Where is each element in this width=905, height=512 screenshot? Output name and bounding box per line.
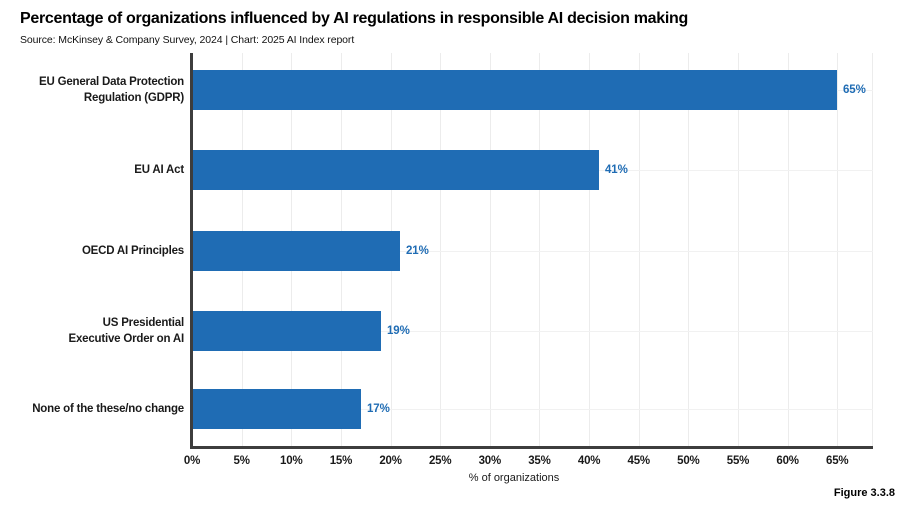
v-gridline bbox=[639, 53, 640, 448]
category-label-line: EU General Data Protection bbox=[39, 76, 184, 88]
bar-value-label: 21% bbox=[406, 245, 429, 257]
v-gridline bbox=[589, 53, 590, 448]
category-label: US Presidential Executive Order on AI bbox=[10, 315, 184, 347]
figure-label: Figure 3.3.8 bbox=[833, 487, 895, 499]
x-tick-label: 25% bbox=[428, 455, 452, 467]
category-label: OECD AI Principles bbox=[10, 243, 184, 259]
x-tick-label: 30% bbox=[478, 455, 502, 467]
x-axis-title: % of organizations bbox=[468, 472, 560, 484]
x-tick-label: 10% bbox=[280, 455, 303, 467]
v-gridline bbox=[788, 53, 789, 448]
bar-value-label: 65% bbox=[843, 84, 866, 96]
bar bbox=[192, 389, 361, 429]
bar bbox=[192, 311, 381, 351]
x-tick-label: 0% bbox=[183, 455, 201, 467]
category-label-line: OECD AI Principles bbox=[81, 245, 184, 257]
v-gridline bbox=[440, 53, 441, 448]
x-tick-label: 55% bbox=[726, 455, 750, 467]
bar bbox=[192, 150, 599, 190]
bar-value-label: 19% bbox=[387, 325, 410, 337]
x-tick-label: 35% bbox=[528, 455, 551, 467]
category-label: None of the these/no change bbox=[10, 401, 184, 417]
v-gridline bbox=[688, 53, 689, 448]
bar bbox=[192, 70, 837, 110]
category-label: EU AI Act bbox=[10, 162, 184, 178]
x-tick-label: 15% bbox=[329, 455, 353, 467]
category-label-line: Executive Order on AI bbox=[68, 333, 184, 345]
x-tick-label: 40% bbox=[577, 455, 601, 467]
category-label-line: EU AI Act bbox=[134, 164, 184, 176]
x-tick-label: 50% bbox=[677, 455, 700, 467]
x-tick-label: 65% bbox=[826, 455, 849, 467]
category-label-line: US Presidential bbox=[102, 317, 185, 329]
category-label: EU General Data Protection Regulation (GD… bbox=[10, 74, 184, 106]
x-tick-label: 5% bbox=[233, 455, 250, 467]
v-gridline bbox=[837, 53, 838, 448]
category-label-line: None of the these/no change bbox=[32, 403, 184, 415]
x-tick-label: 60% bbox=[776, 455, 799, 467]
chart-subtitle: Source: McKinsey & Company Survey, 2024 … bbox=[20, 34, 355, 46]
x-tick-label: 45% bbox=[627, 455, 651, 467]
x-tick-label: 20% bbox=[379, 455, 402, 467]
category-label-line: Regulation (GDPR) bbox=[83, 92, 184, 104]
v-gridline bbox=[490, 53, 491, 448]
h-gridline bbox=[192, 409, 873, 410]
plot-area: 65% 41% 21% 19% 17% bbox=[192, 53, 873, 448]
x-axis-line bbox=[190, 446, 873, 449]
bar bbox=[192, 231, 400, 271]
bar-value-label: 17% bbox=[367, 403, 390, 415]
v-gridline bbox=[738, 53, 739, 448]
h-gridline bbox=[192, 331, 873, 332]
h-gridline bbox=[192, 251, 873, 252]
bar-value-label: 41% bbox=[605, 164, 628, 176]
v-gridline bbox=[539, 53, 540, 448]
chart-title: Percentage of organizations influenced b… bbox=[20, 10, 688, 27]
v-gridline-right-edge bbox=[872, 53, 873, 448]
y-axis-line bbox=[190, 53, 193, 448]
